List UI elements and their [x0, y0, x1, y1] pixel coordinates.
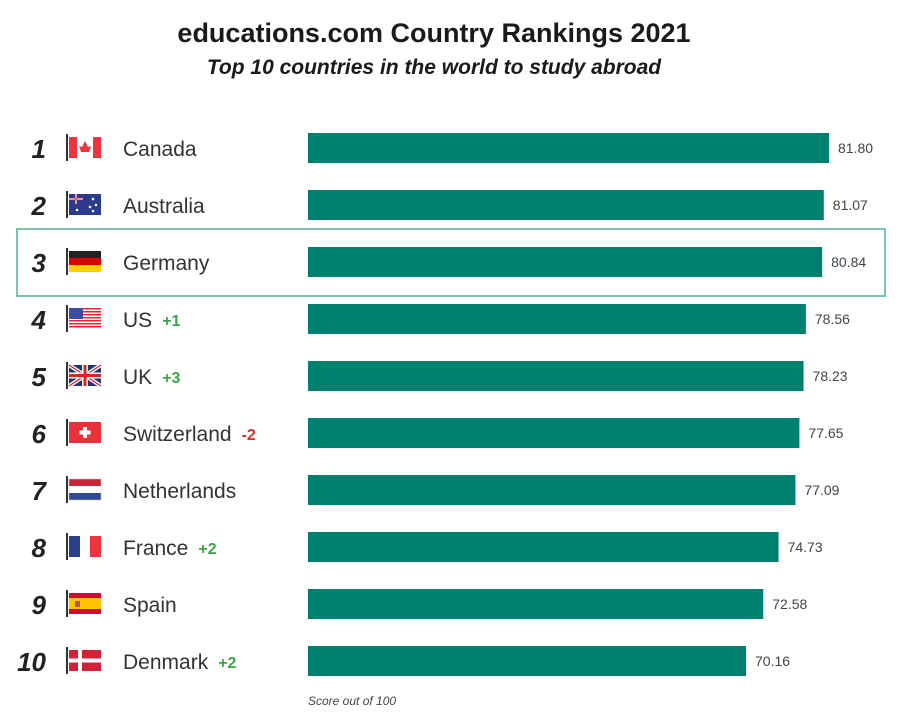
country-label: Denmark [123, 651, 209, 674]
bar [308, 646, 747, 676]
us-flag [69, 308, 101, 329]
switzerland-flag [69, 422, 101, 443]
value-label: 81.07 [833, 197, 868, 213]
value-label: 78.56 [815, 311, 850, 327]
country-label: Canada [123, 138, 197, 161]
rank-label: 3 [32, 248, 47, 278]
row-spain: 9 Spain 72.58 [32, 589, 808, 620]
country-label: US [123, 309, 152, 332]
country-label: Germany [123, 252, 210, 275]
bar [308, 589, 764, 619]
rank-label: 4 [31, 305, 47, 335]
row-switzerland: 6 Switzerland -2 77.65 [32, 418, 844, 449]
denmark-flag [69, 650, 101, 671]
netherlands-flag [68, 478, 102, 501]
row-netherlands: 7 Netherlands 77.09 [32, 475, 840, 506]
rank-label: 10 [17, 647, 46, 677]
row-france: 8 France +2 74.73 [32, 532, 823, 563]
rank-change: +1 [162, 313, 180, 330]
country-label: Netherlands [123, 480, 236, 503]
row-canada: 1 Canada 81.80 [32, 133, 873, 164]
value-label: 77.09 [804, 482, 839, 498]
row-denmark: 10 Denmark +2 70.16 [17, 646, 790, 677]
value-label: 81.80 [838, 140, 873, 156]
france-flag [69, 536, 101, 557]
uk-flag [67, 363, 103, 388]
rank-change: +2 [198, 541, 216, 558]
bar [308, 304, 806, 334]
chart-subtitle: Top 10 countries in the world to study a… [206, 56, 662, 79]
country-label: Switzerland [123, 423, 232, 446]
rank-label: 8 [32, 533, 47, 563]
value-label: 72.58 [772, 596, 807, 612]
bar [308, 475, 796, 505]
bar [308, 190, 824, 220]
rank-change: +2 [218, 655, 236, 672]
bar [308, 133, 829, 163]
x-axis-label: Score out of 100 [308, 694, 397, 708]
value-label: 78.23 [813, 368, 848, 384]
rank-label: 2 [31, 191, 47, 221]
germany-flag [69, 251, 101, 272]
rank-change: +3 [162, 370, 180, 387]
rank-label: 7 [32, 476, 48, 506]
value-label: 77.65 [808, 425, 843, 441]
chart-title: educations.com Country Rankings 2021 [177, 18, 691, 48]
value-label: 70.16 [755, 653, 790, 669]
row-us: 4 US +1 78.56 [31, 304, 850, 335]
bar [308, 247, 823, 277]
rank-label: 9 [32, 590, 47, 620]
canada-flag [69, 137, 101, 158]
rank-label: 1 [32, 134, 46, 164]
bar [308, 532, 779, 562]
australia-flag [69, 194, 101, 215]
row-uk: 5 UK +3 78.23 [32, 361, 848, 392]
country-label: UK [123, 366, 152, 389]
rank-label: 5 [32, 362, 47, 392]
value-label: 74.73 [788, 539, 823, 555]
bar [308, 361, 804, 391]
bar [308, 418, 800, 448]
spain-flag [69, 593, 101, 614]
value-label: 80.84 [831, 254, 866, 270]
country-label: Spain [123, 594, 177, 617]
rank-label: 6 [32, 419, 47, 449]
country-label: France [123, 537, 188, 560]
highlight-box [16, 228, 886, 297]
row-australia: 2 Australia 81.07 [31, 190, 868, 221]
row-germany: 3 Germany 80.84 [16, 228, 886, 297]
country-label: Australia [123, 195, 205, 218]
rank-change: -2 [242, 427, 256, 444]
